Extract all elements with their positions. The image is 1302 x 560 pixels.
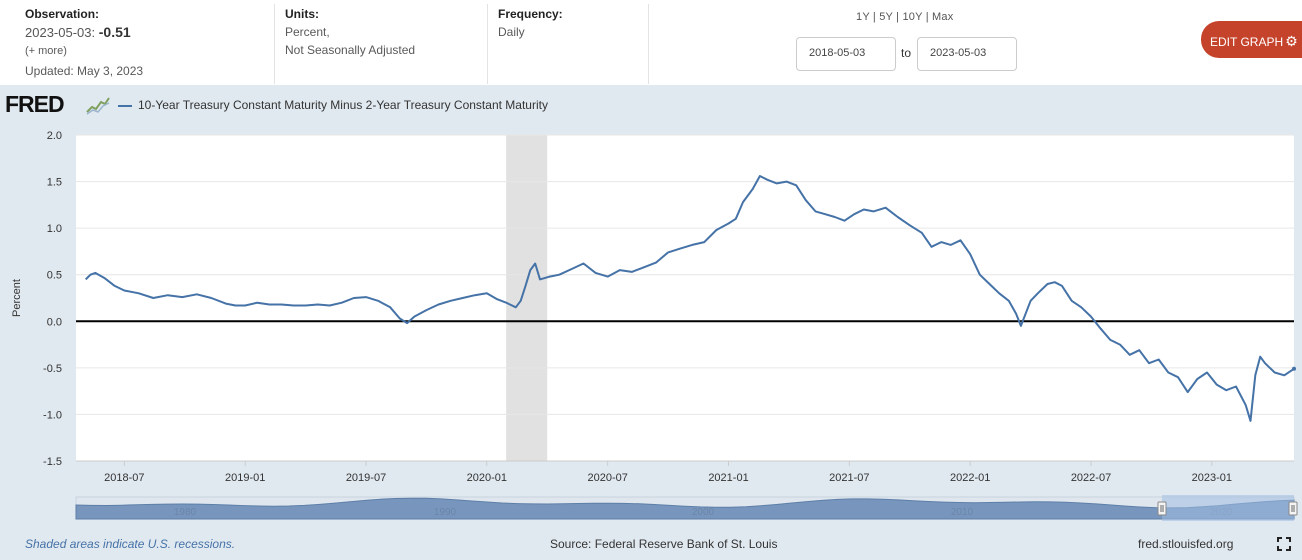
- series-layer: [85, 175, 1296, 422]
- observation-panel: Observation: 2023-05-03: -0.51 (+ more) …: [25, 5, 143, 80]
- navigator-handle: [1157, 501, 1167, 516]
- legend-swatch: [118, 105, 132, 107]
- series-line: [85, 175, 1295, 422]
- observation-date: 2023-05-03:: [25, 25, 96, 40]
- to-label: to: [901, 46, 912, 60]
- x-tick-label: 2023-01: [1192, 472, 1232, 484]
- recession-layer: [506, 135, 548, 461]
- grid-layer: [76, 134, 1294, 462]
- navigator-handle: [1288, 501, 1298, 516]
- navigator-year-label: 1980: [174, 507, 197, 518]
- units-label: Units:: [285, 7, 319, 21]
- frequency-value: Daily: [498, 25, 525, 39]
- y-tick-label: -0.5: [43, 363, 62, 375]
- recession-band: [506, 135, 548, 461]
- x-tick-label: 2022-07: [1071, 472, 1111, 484]
- fred-chart-logo-icon: [86, 95, 110, 115]
- more-observations-link[interactable]: (+ more): [25, 45, 67, 57]
- range-10y-button[interactable]: 10Y: [902, 11, 923, 23]
- y-tick-label: 0.0: [47, 316, 62, 328]
- x-tick-label: 2020-07: [587, 472, 627, 484]
- fred-logo[interactable]: FRED: [5, 91, 65, 117]
- x-tick-label: 2019-07: [346, 472, 386, 484]
- range-1y-button[interactable]: 1Y: [856, 11, 870, 23]
- gear-icon: ⚙: [1285, 33, 1298, 49]
- x-tick-label: 2020-01: [467, 472, 507, 484]
- y-tick-label: 1.0: [47, 223, 62, 235]
- navigator-series-area: [75, 497, 1295, 520]
- x-tick-label: 2022-01: [950, 472, 990, 484]
- navigator-year-label: 2010: [951, 507, 974, 518]
- edit-graph-button[interactable]: EDIT GRAPH ⚙: [1201, 21, 1302, 58]
- source-text: Source: Federal Reserve Bank of St. Loui…: [550, 537, 778, 551]
- units-panel: Units: Percent, Not Seasonally Adjusted: [285, 5, 415, 59]
- observation-value: -0.51: [98, 24, 131, 40]
- divider: [274, 4, 275, 84]
- divider: [648, 4, 649, 84]
- x-tick-label: 2019-01: [225, 472, 265, 484]
- x-tick-label: 2021-07: [829, 472, 869, 484]
- start-date-input[interactable]: 2018-05-03: [796, 37, 896, 71]
- plot-background: [76, 135, 1294, 461]
- observation-label: Observation:: [25, 7, 100, 21]
- y-tick-label: 1.5: [47, 177, 62, 189]
- x-tick-label: 2021-01: [708, 472, 748, 484]
- range-selector: 1Y | 5Y | 10Y | Max: [856, 11, 954, 23]
- series-title: 10-Year Treasury Constant Maturity Minus…: [138, 98, 548, 112]
- recession-note: Shaded areas indicate U.S. recessions.: [25, 537, 236, 551]
- range-max-button[interactable]: Max: [932, 11, 954, 23]
- navigator-year-label: 2000: [692, 507, 715, 518]
- y-tick-label: -1.5: [43, 456, 62, 468]
- fullscreen-icon[interactable]: [1277, 537, 1291, 551]
- range-5y-button[interactable]: 5Y: [879, 11, 893, 23]
- units-value-line1: Percent,: [285, 25, 330, 39]
- y-tick-label: 0.5: [47, 270, 62, 282]
- frequency-panel: Frequency: Daily: [498, 5, 563, 41]
- axis-layer: 2.0 1.5 1.0 0.5 0.0 -0.5 -1.0 -1.5 2018-07 2019-0…: [43, 130, 1294, 484]
- y-tick-label: 2.0: [47, 130, 62, 142]
- frequency-label: Frequency:: [498, 7, 563, 21]
- updated-date: Updated: May 3, 2023: [25, 64, 144, 78]
- navigator-year-label: 1990: [434, 507, 457, 518]
- line-chart[interactable]: 2.0 1.5 1.0 0.5 0.0 -0.5 -1.0 -1.5 2018-07 2019-0…: [0, 120, 1302, 530]
- series-last-point: [1292, 366, 1296, 371]
- header-bar: Observation: 2023-05-03: -0.51 (+ more) …: [0, 0, 1302, 85]
- divider: [487, 4, 488, 84]
- y-axis-label: Percent: [11, 279, 23, 317]
- site-url-link[interactable]: fred.stlouisfed.org: [1138, 537, 1234, 551]
- units-value-line2: Not Seasonally Adjusted: [285, 43, 416, 57]
- navigator[interactable]: 19801990200020102020: [75, 495, 1298, 521]
- end-date-input[interactable]: 2023-05-03: [917, 37, 1017, 71]
- y-tick-label: -1.0: [43, 409, 62, 421]
- navigator-selection: [1162, 495, 1294, 521]
- x-tick-label: 2018-07: [104, 472, 144, 484]
- edit-graph-label: EDIT GRAPH: [1210, 35, 1284, 49]
